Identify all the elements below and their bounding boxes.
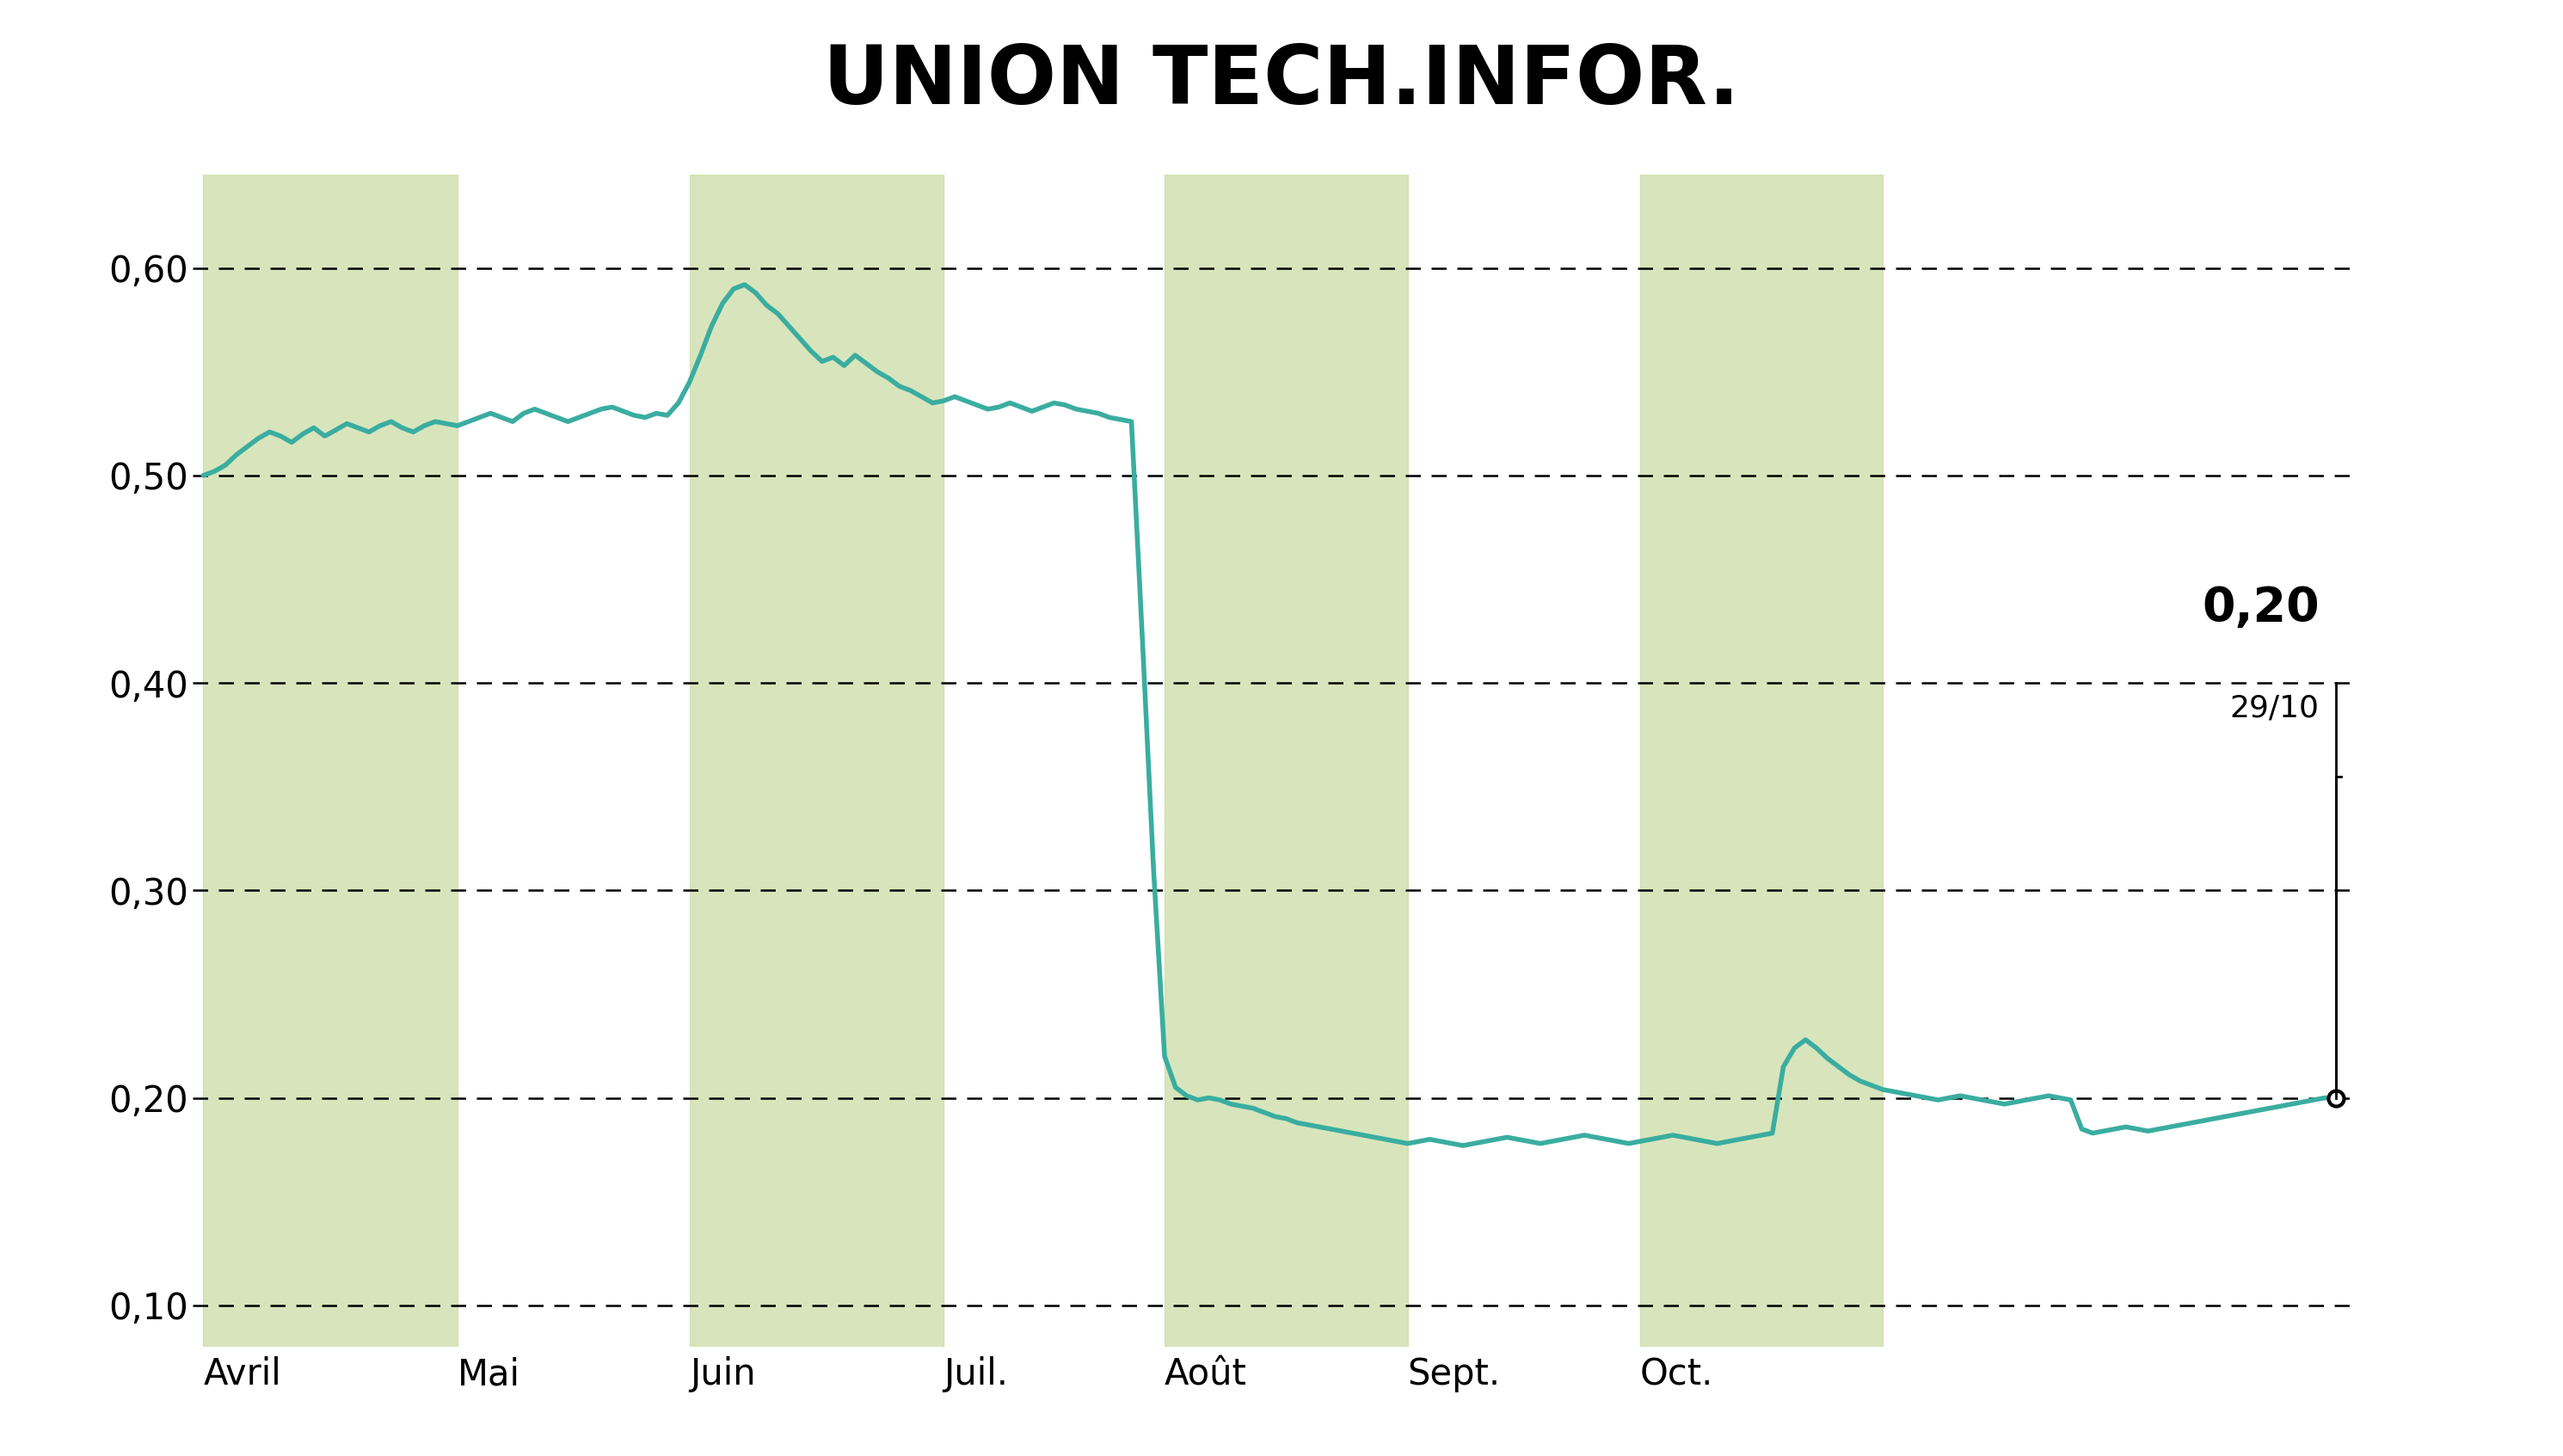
Bar xyxy=(202,175,456,1347)
Bar xyxy=(689,175,943,1347)
Bar xyxy=(1164,175,1407,1347)
Text: 0,20: 0,20 xyxy=(2202,585,2320,630)
Text: UNION TECH.INFOR.: UNION TECH.INFOR. xyxy=(823,42,1740,121)
Bar xyxy=(1640,175,1884,1347)
Text: 29/10: 29/10 xyxy=(2230,693,2320,722)
